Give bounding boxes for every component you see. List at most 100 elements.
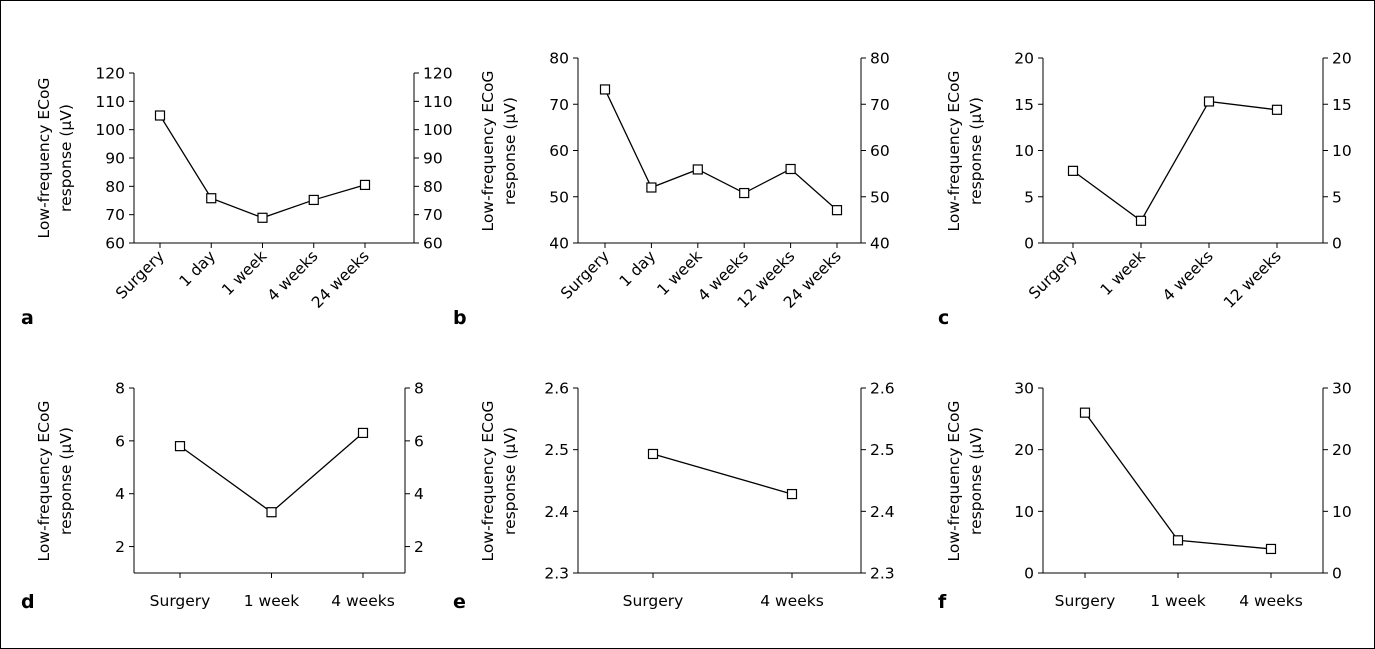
y-tick-label-left: 80 xyxy=(549,50,569,68)
y-tick-label-left: 60 xyxy=(105,235,125,253)
data-point xyxy=(739,187,750,199)
y-axis-label-line: response (µV) xyxy=(57,427,75,535)
y-tick-label-left: 2.4 xyxy=(544,503,569,521)
y-tick-label-left: 40 xyxy=(549,235,569,253)
y-tick: 15 15 xyxy=(1014,96,1351,114)
series-line xyxy=(159,115,366,219)
panel-letter: b xyxy=(453,307,467,329)
y-tick-label-right: 20 xyxy=(1332,50,1352,68)
y-tick-label-left: 2.5 xyxy=(544,441,569,459)
panel-letter: a xyxy=(21,307,34,329)
y-tick-label-left: 90 xyxy=(105,150,125,168)
data-point xyxy=(646,182,657,193)
y-axis-label-line: response (µV) xyxy=(501,427,519,535)
panel-letter: d xyxy=(21,591,35,613)
y-axis-label: Low-frequency ECoG response (µV) xyxy=(945,71,985,232)
y-tick: 2.6 2.6 xyxy=(544,380,894,398)
y-tick-label-left: 5 xyxy=(1024,188,1034,206)
panel-letter: c xyxy=(938,307,949,329)
y-tick: 80 80 xyxy=(105,178,442,196)
y-axis-label-line: response (µV) xyxy=(57,104,75,212)
y-tick-label-left: 120 xyxy=(95,65,125,83)
y-tick-label-left: 100 xyxy=(95,121,125,139)
y-tick-label-left: 10 xyxy=(1014,142,1034,160)
y-axis-label-line: Low-frequency ECoG xyxy=(479,71,497,232)
panel-letter: e xyxy=(453,591,466,613)
y-tick-label-right: 30 xyxy=(1332,380,1352,398)
y-tick: 10 10 xyxy=(1014,503,1351,521)
y-tick-label-right: 6 xyxy=(414,432,424,450)
data-point xyxy=(1135,215,1147,226)
y-tick-label-left: 15 xyxy=(1014,96,1034,114)
data-point xyxy=(692,164,703,175)
y-tick-label-right: 0 xyxy=(1332,565,1342,583)
y-axis-label-line: Low-frequency ECoG xyxy=(35,401,53,562)
y-tick: 2.5 2.5 xyxy=(544,441,894,459)
y-tick-label-left: 70 xyxy=(549,96,569,114)
data-point xyxy=(257,212,268,223)
y-tick: 50 50 xyxy=(549,188,889,206)
y-tick-label-right: 100 xyxy=(423,121,453,139)
data-point xyxy=(785,163,796,175)
data-point xyxy=(1203,96,1215,107)
y-tick-label-right: 120 xyxy=(423,65,453,83)
series-line xyxy=(652,453,793,495)
y-tick-label-right: 80 xyxy=(870,50,890,68)
series-line xyxy=(179,432,364,514)
data-point xyxy=(1265,543,1277,555)
y-axis-label-line: Low-frequency ECoG xyxy=(945,401,963,562)
y-tick-label-left: 60 xyxy=(549,142,569,160)
x-tick-label: 1 day xyxy=(176,247,219,290)
y-tick: 10 10 xyxy=(1014,142,1351,160)
y-tick-label-right: 0 xyxy=(1332,235,1342,253)
y-tick: 60 60 xyxy=(549,142,889,160)
chart-panel-a: 60 60 70 70 80 80 90 90 100 100 110 110 120 120 Surger… xyxy=(21,65,453,330)
data-point xyxy=(359,179,371,191)
x-tick-label: Surgery xyxy=(1055,592,1116,610)
y-tick: 40 40 xyxy=(549,235,889,253)
y-tick: 30 30 xyxy=(1014,380,1351,398)
y-axis-label: Low-frequency ECoG response (µV) xyxy=(479,71,519,232)
x-tick-label: 1 week xyxy=(244,592,300,610)
y-tick: 2.4 2.4 xyxy=(544,503,894,521)
y-axis-label-line: response (µV) xyxy=(967,427,985,535)
x-tick-label: 4 weeks xyxy=(331,592,395,610)
x-tick-label: 4 weeks xyxy=(1239,592,1303,610)
y-tick-label-right: 40 xyxy=(870,235,890,253)
data-point xyxy=(647,448,659,460)
data-point xyxy=(786,488,798,500)
y-axis-label: Low-frequency ECoG response (µV) xyxy=(35,401,75,562)
y-tick-label-right: 10 xyxy=(1332,503,1352,521)
y-axis-label-line: response (µV) xyxy=(501,97,519,205)
y-tick-label-left: 10 xyxy=(1014,503,1034,521)
data-point xyxy=(1271,104,1283,115)
y-tick: 120 120 xyxy=(95,65,452,83)
y-tick-label-right: 60 xyxy=(870,142,890,160)
x-tick-label: 1 week xyxy=(1097,247,1149,299)
y-tick-label-left: 20 xyxy=(1014,441,1034,459)
data-point xyxy=(1079,407,1091,418)
y-tick: 60 60 xyxy=(105,235,442,253)
data-point xyxy=(308,194,319,206)
series-line xyxy=(604,89,838,211)
y-tick: 100 100 xyxy=(95,121,452,139)
x-tick-label: 4 weeks xyxy=(760,592,824,610)
y-axis-label: Low-frequency ECoG response (µV) xyxy=(945,401,985,562)
y-axis-label-line: Low-frequency ECoG xyxy=(35,78,53,239)
y-tick-label-right: 50 xyxy=(870,188,890,206)
y-tick: 90 90 xyxy=(105,150,442,168)
y-tick-label-right: 8 xyxy=(414,380,424,398)
y-tick-label-right: 2.6 xyxy=(870,380,895,398)
panel-letter: f xyxy=(938,591,947,613)
y-tick-label-right: 2.5 xyxy=(870,441,895,459)
y-tick: 20 20 xyxy=(1014,441,1351,459)
y-tick: 70 70 xyxy=(549,96,889,114)
y-tick-label-right: 2.4 xyxy=(870,503,895,521)
y-axis-label-line: response (µV) xyxy=(967,97,985,205)
